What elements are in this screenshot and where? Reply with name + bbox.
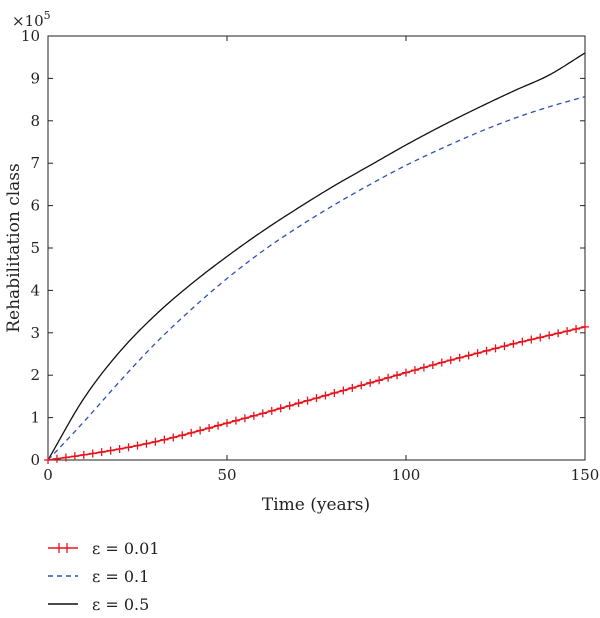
series-marker-0	[88, 449, 97, 458]
x-tick-label: 0	[43, 466, 53, 484]
series-marker-0	[44, 456, 52, 464]
series-marker-0	[205, 424, 214, 433]
series-marker-0	[375, 376, 384, 385]
series-marker-0	[419, 363, 428, 372]
y-tick-label: 6	[30, 197, 40, 215]
series-marker-0	[410, 366, 419, 375]
series-marker-0	[142, 439, 151, 448]
x-tick-label: 100	[392, 466, 421, 484]
series-marker-0	[491, 344, 500, 353]
x-axis-title: Time (years)	[262, 495, 370, 515]
series-marker-0	[160, 435, 169, 444]
y-tick-label: 4	[30, 281, 40, 299]
series-marker-0	[169, 433, 178, 442]
x-tick-label: 150	[571, 466, 600, 484]
series-marker-0	[52, 454, 61, 463]
series-marker-0	[509, 339, 518, 348]
series-marker-0	[446, 356, 455, 365]
series-marker-0	[249, 411, 258, 420]
series-marker-0	[151, 437, 160, 446]
series-marker-0	[518, 337, 527, 346]
y-axis-ticks: 0 1 2 3 4 5 6 7 8 9 10	[21, 27, 585, 469]
series-marker-0	[482, 346, 491, 355]
series-marker-0	[303, 396, 312, 405]
y-tick-label: 2	[30, 366, 40, 384]
series-marker-0	[61, 453, 70, 462]
series-marker-0	[79, 450, 88, 459]
series-marker-0	[366, 378, 375, 387]
y-axis-multiplier: ×105	[12, 9, 51, 30]
series-marker-0	[348, 383, 357, 392]
x-tick-label: 50	[217, 466, 236, 484]
series-marker-0	[455, 353, 464, 362]
legend-label-2: ε = 0.5	[92, 595, 149, 614]
series-marker-0	[554, 329, 563, 338]
series-line-2	[47, 52, 586, 461]
series-marker-0	[321, 391, 330, 400]
series-marker-0	[464, 351, 473, 360]
series-marker-0	[267, 406, 276, 415]
series-marker-0	[402, 368, 410, 377]
series-marker-0	[97, 448, 106, 457]
y-tick-label: 7	[30, 154, 40, 172]
series-marker-0	[187, 428, 196, 437]
series-marker-0	[223, 419, 231, 428]
series-marker-0	[357, 381, 366, 390]
series-marker-0	[285, 401, 294, 410]
series-marker-0	[437, 358, 446, 367]
series-marker-0	[384, 373, 393, 382]
legend-marker-0	[58, 543, 68, 553]
series-marker-0	[240, 414, 249, 423]
y-tick-label: 9	[30, 69, 40, 87]
series-marker-0	[115, 444, 124, 453]
series-marker-0	[545, 331, 554, 340]
y-tick-label: 3	[30, 324, 40, 342]
series-marker-0	[536, 333, 545, 342]
legend-label-1: ε = 0.1	[92, 567, 149, 586]
series-marker-0	[572, 324, 581, 333]
series-layer	[44, 52, 589, 464]
y-axis-title: Rehabilitation class	[4, 163, 24, 333]
series-marker-0	[473, 349, 482, 358]
x-axis-ticks: 0 50 100 150	[43, 36, 599, 484]
y-tick-label: 0	[30, 451, 40, 469]
series-marker-0	[258, 409, 267, 418]
y-tick-label: 10	[21, 27, 40, 45]
series-marker-0	[178, 431, 187, 440]
series-marker-0	[500, 342, 509, 351]
series-marker-0	[106, 446, 115, 455]
series-line-1	[47, 96, 586, 461]
series-marker-0	[133, 441, 142, 450]
y-tick-label: 8	[30, 112, 40, 130]
series-marker-0	[563, 327, 572, 336]
series-marker-0	[581, 322, 589, 331]
legend: ε = 0.01 ε = 0.1 ε = 0.5	[48, 539, 160, 614]
series-marker-0	[393, 371, 402, 380]
series-marker-0	[428, 360, 437, 369]
series-marker-0	[312, 394, 321, 403]
series-marker-0	[339, 386, 348, 395]
series-marker-0	[70, 452, 79, 461]
series-marker-0	[294, 399, 303, 408]
series-marker-0	[231, 416, 240, 425]
series-marker-0	[124, 443, 133, 452]
y-tick-label: 1	[30, 409, 40, 427]
series-marker-0	[527, 335, 536, 344]
y-tick-label: 5	[30, 239, 40, 257]
series-marker-0	[276, 404, 285, 413]
series-marker-0	[214, 421, 223, 430]
legend-label-0: ε = 0.01	[92, 539, 160, 558]
series-marker-0	[330, 389, 339, 398]
series-marker-0	[196, 426, 205, 435]
